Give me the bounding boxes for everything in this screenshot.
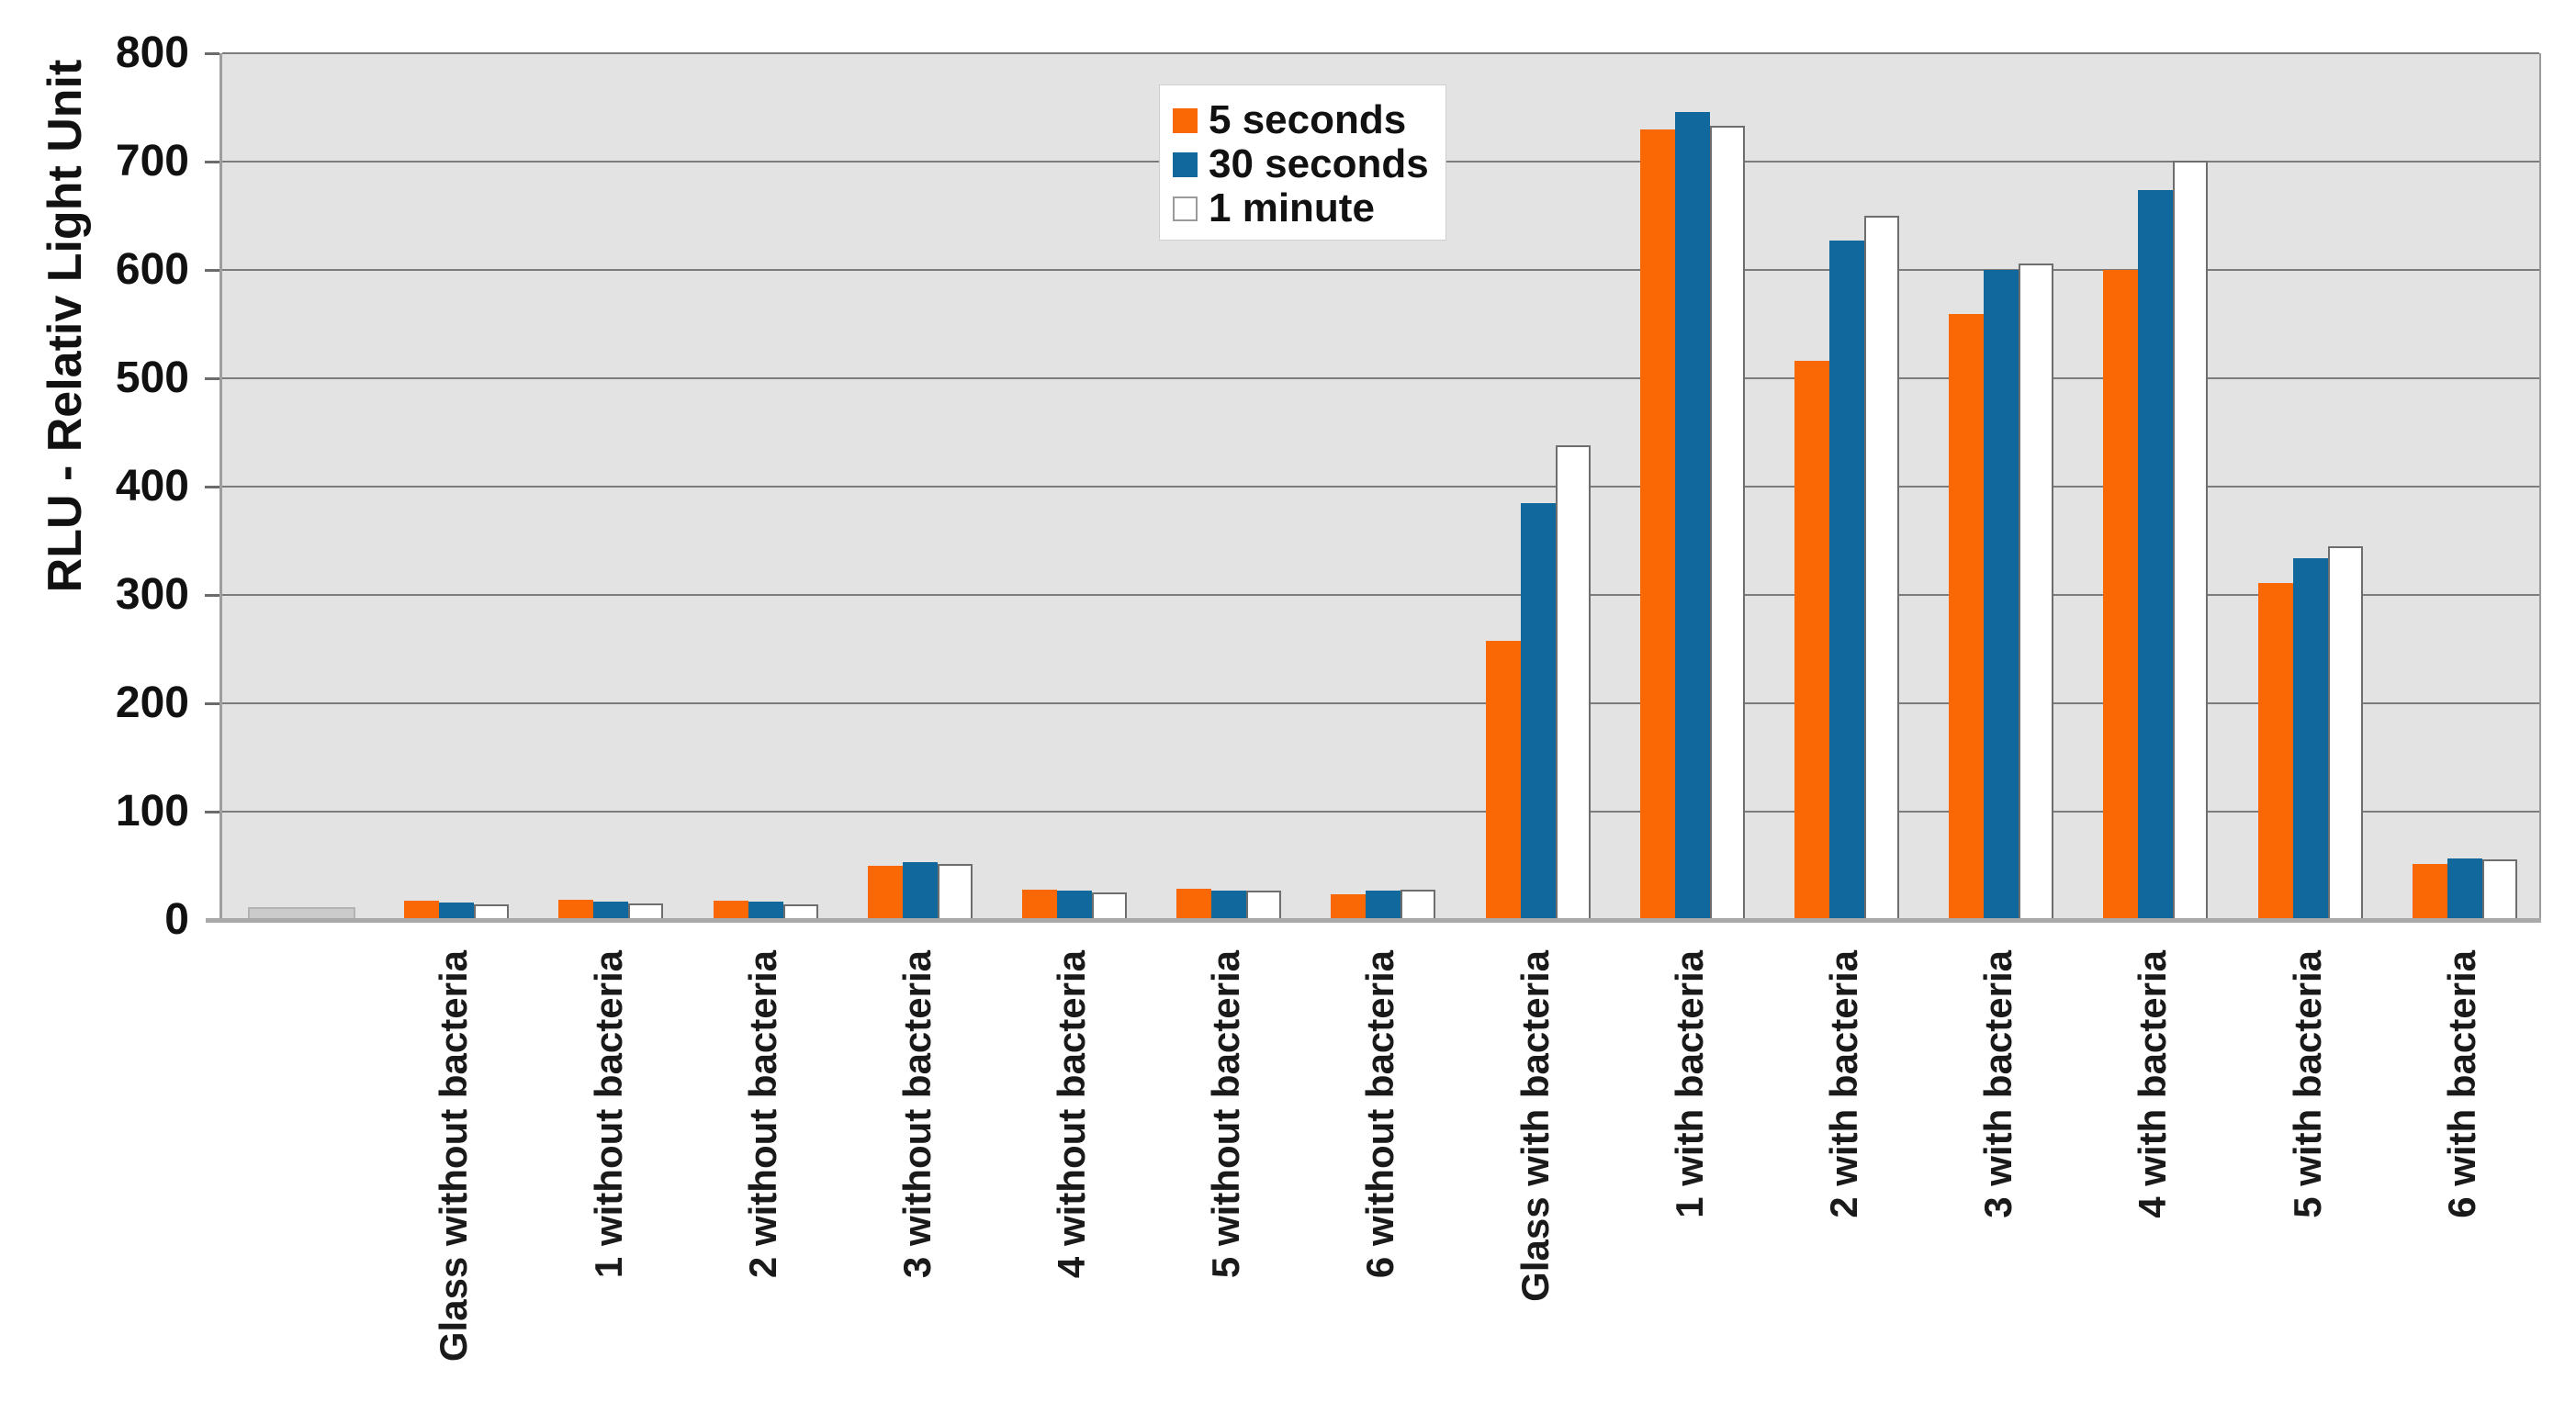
legend-label-30-seconds: 30 seconds [1209,141,1429,186]
bar-5-seconds-5-without-bacteria [1176,889,1211,920]
y-tick-700 [205,161,219,163]
bar-5-seconds-4-without-bacteria [1022,890,1057,920]
legend-swatch-5-seconds [1173,107,1198,133]
x-axis-line [206,918,2541,923]
bar-1-minute-5-with-bacteria [2328,546,2363,920]
bar-1-minute-5-without-bacteria [1246,891,1281,920]
legend-row-5-seconds: 5 seconds [1173,98,1429,142]
x-axis-label-1-without-bacteria: 1 without bacteria [587,950,630,1279]
x-axis-label-1-with-bacteria: 1 with bacteria [1668,950,1711,1218]
x-axis-label-Glass-without-bacteria: Glass without bacteria [432,950,475,1363]
gridline-600 [222,269,2539,271]
bar-5-seconds-4-with-bacteria [2103,270,2138,920]
bar-30-seconds-Glass-without-bacteria [439,903,474,920]
x-axis-label-6-without-bacteria: 6 without bacteria [1358,950,1401,1279]
y-tick-400 [205,486,219,488]
y-axis-title: RLU - Relativ Light Unit [39,59,92,593]
bar-1-minute-4-without-bacteria [1092,892,1127,920]
bar-30-seconds-5-without-bacteria [1211,891,1246,920]
gridline-500 [222,377,2539,379]
bar-30-seconds-1-without-bacteria [593,902,628,920]
y-tick-label-200: 200 [115,679,189,727]
bar-5-seconds-6-without-bacteria [1331,894,1366,920]
y-tick-label-300: 300 [115,570,189,619]
bar-30-seconds-Glass-with-bacteria [1521,503,1556,920]
gridline-400 [222,486,2539,488]
bar-5-seconds-3-without-bacteria [868,866,903,920]
bar-1-minute-6-without-bacteria [1400,890,1435,920]
y-tick-100 [205,811,219,813]
y-tick-label-0: 0 [164,895,189,944]
bar-5-seconds-6-with-bacteria [2413,864,2447,920]
bar-1-minute-3-with-bacteria [2019,264,2053,920]
bar-1-minute-2-with-bacteria [1864,216,1899,920]
y-tick-label-600: 600 [115,245,189,294]
legend-swatch-1-minute [1173,196,1198,221]
legend-label-1-minute: 1 minute [1209,185,1375,230]
bar-30-seconds-6-with-bacteria [2447,858,2482,920]
bar-5-seconds-2-without-bacteria [714,901,748,920]
bar-5-seconds-Glass-without-bacteria [404,901,439,920]
y-axis-line [219,53,222,920]
x-axis-label-4-with-bacteria: 4 with bacteria [2131,950,2174,1218]
bar-1-minute-1-with-bacteria [1710,126,1745,920]
legend-row-30-seconds: 30 seconds [1173,142,1429,186]
x-axis-label-2-without-bacteria: 2 without bacteria [741,950,784,1279]
y-tick-200 [205,702,219,705]
gridline-300 [222,594,2539,596]
bar-5-seconds-3-with-bacteria [1949,314,1984,920]
y-tick-label-100: 100 [115,787,189,836]
x-axis-label-3-with-bacteria: 3 with bacteria [1976,950,2019,1218]
x-axis-label-3-without-bacteria: 3 without bacteria [895,950,939,1279]
y-tick-600 [205,269,219,272]
bar-1-minute-3-without-bacteria [938,864,973,920]
legend-swatch-30-seconds [1173,151,1198,177]
bar-30-seconds-2-without-bacteria [748,902,783,920]
x-axis-label-2-with-bacteria: 2 with bacteria [1822,950,1865,1218]
bar-30-seconds-4-with-bacteria [2138,190,2173,920]
y-tick-label-700: 700 [115,137,189,185]
bar-30-seconds-3-without-bacteria [903,862,938,920]
bar-30-seconds-5-with-bacteria [2293,558,2328,920]
bar-1-minute-4-with-bacteria [2173,161,2208,920]
x-axis-label-4-without-bacteria: 4 without bacteria [1050,950,1093,1279]
gridline-200 [222,702,2539,704]
legend: 5 seconds 30 seconds 1 minute [1159,84,1446,241]
y-tick-label-800: 800 [115,28,189,77]
legend-row-1-minute: 1 minute [1173,186,1429,230]
bar-5-seconds-2-with-bacteria [1794,361,1829,920]
x-axis-label-5-without-bacteria: 5 without bacteria [1204,950,1247,1279]
legend-label-5-seconds: 5 seconds [1209,97,1407,142]
bar-30-seconds-6-without-bacteria [1366,891,1400,920]
bar-30-seconds-2-with-bacteria [1829,241,1864,920]
gridline-800 [222,52,2539,54]
y-tick-800 [205,52,219,55]
bar-5-seconds-Glass-with-bacteria [1486,641,1521,920]
bar-1-minute-6-with-bacteria [2482,859,2517,920]
bar-5-seconds-1-without-bacteria [558,900,593,920]
y-tick-500 [205,377,219,380]
x-axis-label-6-with-bacteria: 6 with bacteria [2440,950,2483,1218]
bar-30-seconds-4-without-bacteria [1057,891,1092,920]
y-tick-label-400: 400 [115,462,189,510]
x-axis-label-Glass-with-bacteria: Glass with bacteria [1513,950,1557,1302]
bar-5-seconds-1-with-bacteria [1640,129,1675,920]
gridline-100 [222,811,2539,813]
y-tick-300 [205,594,219,597]
bar-30-seconds-1-with-bacteria [1675,112,1710,920]
x-axis-label-5-with-bacteria: 5 with bacteria [2286,950,2329,1218]
y-tick-label-500: 500 [115,353,189,402]
bar-30-seconds-3-with-bacteria [1984,270,2019,920]
bar-5-seconds-5-with-bacteria [2258,583,2293,920]
bar-1-minute-Glass-with-bacteria [1556,445,1591,920]
